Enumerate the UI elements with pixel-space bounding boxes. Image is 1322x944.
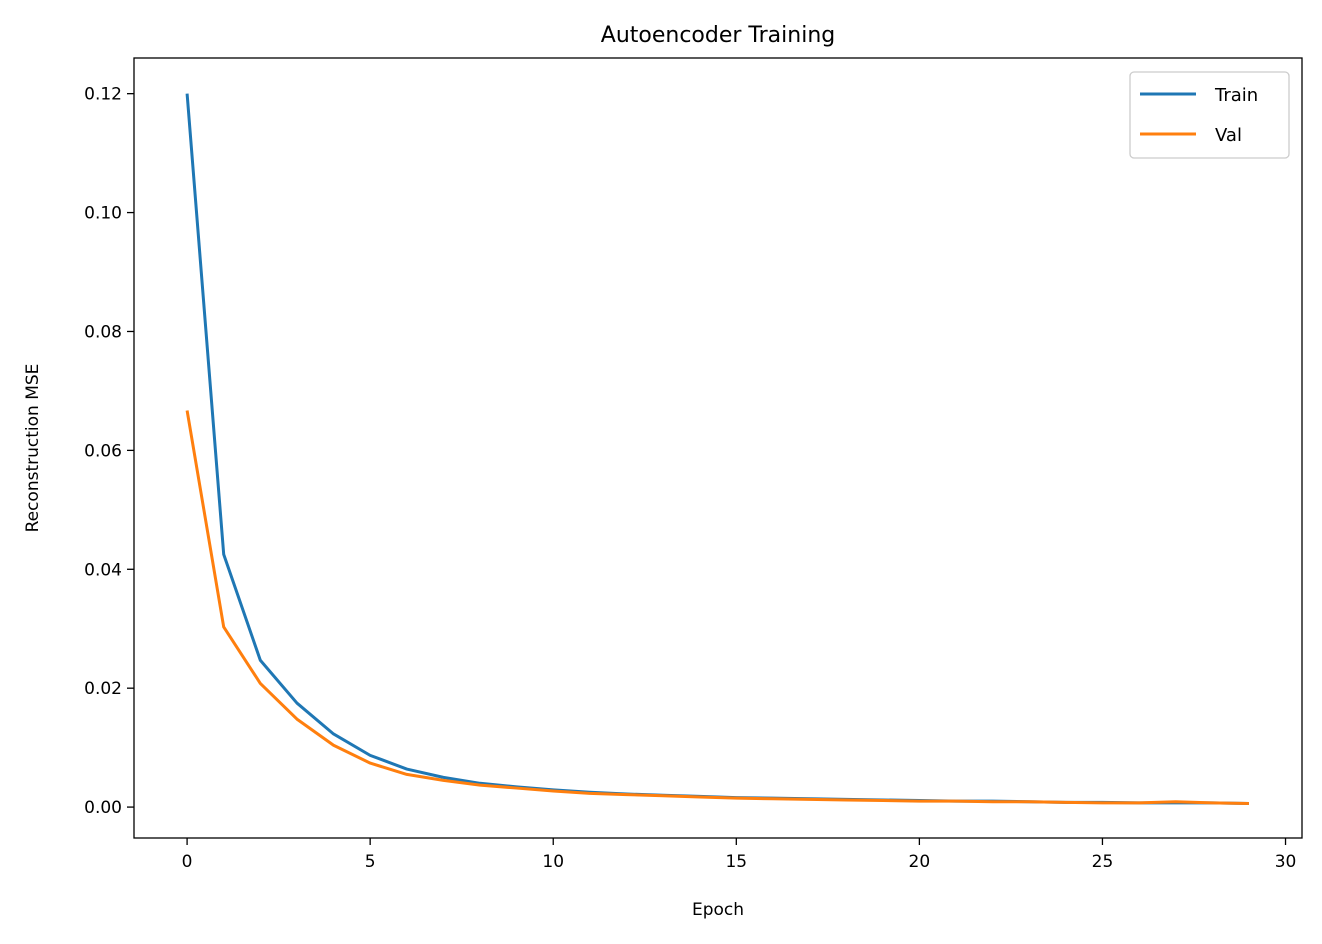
legend-label: Train — [1214, 85, 1258, 106]
series-line-val — [185, 410, 1249, 806]
y-tick-label: 0.08 — [84, 322, 122, 342]
x-tick-label: 15 — [725, 852, 747, 872]
legend-box — [1129, 71, 1290, 159]
y-tick-label: 0.00 — [84, 798, 122, 818]
x-axis-label: Epoch — [692, 900, 744, 920]
y-tick-label: 0.02 — [84, 679, 122, 699]
y-axis-label: Reconstruction MSE — [23, 364, 43, 533]
x-tick-label: 30 — [1275, 852, 1297, 872]
y-tick-label: 0.06 — [84, 441, 122, 461]
y-tick-label: 0.12 — [84, 85, 122, 105]
x-tick-label: 20 — [909, 852, 931, 872]
chart-title: Autoencoder Training — [601, 23, 835, 48]
legend-label: Val — [1215, 125, 1242, 146]
legend: Train Val — [1129, 71, 1290, 159]
y-tick-label: 0.04 — [84, 560, 122, 580]
x-tick-label: 25 — [1092, 852, 1114, 872]
plot-frame — [133, 57, 1303, 839]
y-tick-label: 0.10 — [84, 204, 122, 224]
x-tick-label: 0 — [182, 852, 193, 872]
x-tick-label: 5 — [365, 852, 376, 872]
x-tick-label: 10 — [542, 852, 564, 872]
series-line-train — [185, 93, 1249, 806]
